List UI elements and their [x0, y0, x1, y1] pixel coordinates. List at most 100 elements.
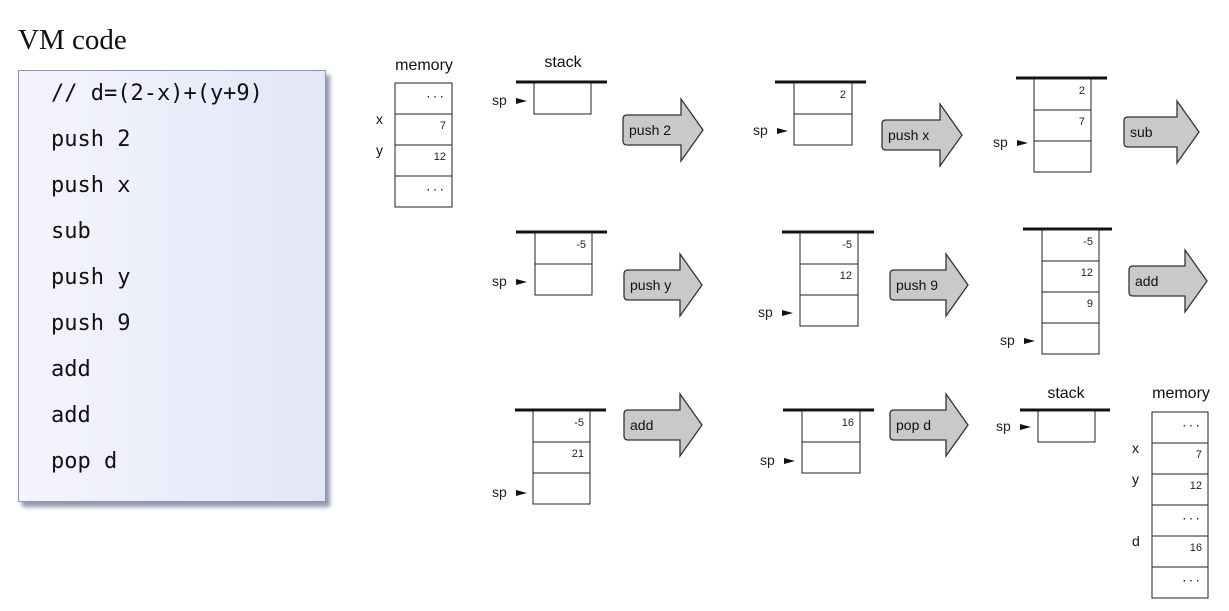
- sp-arrow-icon: [777, 128, 788, 134]
- stack-value: -5: [574, 417, 584, 429]
- memory-var-name: x: [1132, 440, 1139, 456]
- sp-arrow-icon: [516, 490, 527, 496]
- stack-value: -5: [1083, 236, 1093, 248]
- stack-cell: [532, 472, 591, 505]
- stack-cell: [1033, 140, 1092, 173]
- operation-label: push x: [888, 127, 929, 143]
- code-line: sub: [51, 219, 91, 244]
- stack-cell: [534, 263, 593, 296]
- stack-cell: [1033, 78, 1092, 111]
- operation-label: add: [630, 417, 653, 433]
- sp-label: sp: [760, 452, 775, 468]
- stack-cell: [793, 113, 853, 146]
- operation-arrow-icon: [623, 391, 703, 459]
- sp-arrow-icon: [1017, 140, 1028, 146]
- stack-label: stack: [1047, 385, 1085, 402]
- operation-arrow-icon: [622, 96, 704, 164]
- memory-cell: [394, 144, 453, 177]
- stack-cell: [799, 232, 859, 265]
- memory-label: memory: [1152, 385, 1210, 402]
- stack-value: 2: [1079, 85, 1085, 97]
- memory-var-name: y: [1132, 471, 1139, 487]
- code-line: push x: [51, 173, 131, 198]
- stack-cell: [532, 410, 591, 443]
- code-line: push 9: [51, 311, 131, 336]
- memory-cell: [1151, 411, 1209, 444]
- sp-arrow-icon: [516, 98, 527, 104]
- memory-value: 12: [1190, 480, 1202, 492]
- stack-value: -5: [842, 239, 852, 251]
- memory-cell: [1151, 566, 1209, 599]
- stack-value: -5: [576, 239, 586, 251]
- stack-value: 2: [840, 89, 846, 101]
- memory-var-name: y: [376, 142, 383, 158]
- memory-value: ···: [426, 181, 446, 197]
- code-line: // d=(2-x)+(y+9): [51, 81, 263, 106]
- stack-cell: [793, 82, 853, 115]
- operation-arrow-icon: [881, 101, 963, 169]
- memory-value: 16: [1190, 542, 1202, 554]
- code-line: pop d: [51, 449, 118, 474]
- sp-label: sp: [492, 484, 507, 500]
- operation-arrow-icon: [889, 251, 969, 319]
- operation-label: push 2: [629, 122, 671, 138]
- operation-arrow-icon: [1128, 247, 1208, 315]
- sp-arrow-icon: [784, 458, 795, 464]
- operation-arrow-icon: [623, 251, 703, 319]
- sp-label: sp: [492, 273, 507, 289]
- stack-label: stack: [544, 54, 582, 71]
- stack-cell: [1041, 260, 1100, 293]
- stack-cell: [801, 441, 861, 474]
- memory-value: ···: [1182, 510, 1202, 526]
- stack-value: 7: [1079, 116, 1085, 128]
- stack-cell: [533, 82, 592, 115]
- stack-cell: [534, 232, 593, 265]
- code-line: add: [51, 403, 91, 428]
- operation-label: push 9: [896, 277, 938, 293]
- sp-label: sp: [758, 304, 773, 320]
- memory-label: memory: [395, 57, 453, 74]
- sp-label: sp: [993, 134, 1008, 150]
- vm-code-panel: // d=(2-x)+(y+9) push 2 push x sub push …: [18, 70, 326, 502]
- stack-cell: [1041, 291, 1100, 324]
- stack-cell: [799, 263, 859, 296]
- memory-value: 7: [440, 120, 446, 132]
- memory-cell: [394, 113, 453, 146]
- memory-cell: [1151, 504, 1209, 537]
- operation-label: pop d: [896, 417, 931, 433]
- sp-label: sp: [1000, 332, 1015, 348]
- memory-value: ···: [426, 88, 446, 104]
- memory-var-name: x: [376, 111, 383, 127]
- memory-value: 7: [1196, 449, 1202, 461]
- operation-label: push y: [630, 277, 671, 293]
- stack-cell: [532, 441, 591, 474]
- stack-cell: [801, 410, 861, 443]
- stack-value: 16: [842, 417, 854, 429]
- sp-arrow-icon: [1020, 424, 1031, 430]
- memory-var-name: d: [1132, 533, 1140, 549]
- memory-cell: [394, 175, 453, 208]
- stack-cell: [799, 294, 859, 327]
- memory-cell: [1151, 473, 1209, 506]
- stack-cell: [1033, 109, 1092, 142]
- vm-code-title: VM code: [18, 24, 127, 56]
- operation-arrow-icon: [889, 391, 969, 459]
- operation-label: sub: [1130, 124, 1153, 140]
- code-line: push y: [51, 265, 131, 290]
- memory-value: ···: [1182, 572, 1202, 588]
- stack-cell: [1037, 410, 1096, 443]
- sp-arrow-icon: [1024, 338, 1035, 344]
- stack-cell: [1041, 322, 1100, 355]
- memory-cell: [394, 82, 453, 115]
- stack-value: 9: [1087, 298, 1093, 310]
- stack-value: 12: [840, 270, 852, 282]
- sp-label: sp: [492, 92, 507, 108]
- operation-arrow-icon: [1123, 98, 1200, 166]
- sp-arrow-icon: [516, 279, 527, 285]
- stack-cell: [1041, 229, 1100, 262]
- stack-value: 21: [572, 448, 584, 460]
- sp-arrow-icon: [782, 310, 793, 316]
- sp-label: sp: [753, 122, 768, 138]
- code-line: push 2: [51, 127, 131, 152]
